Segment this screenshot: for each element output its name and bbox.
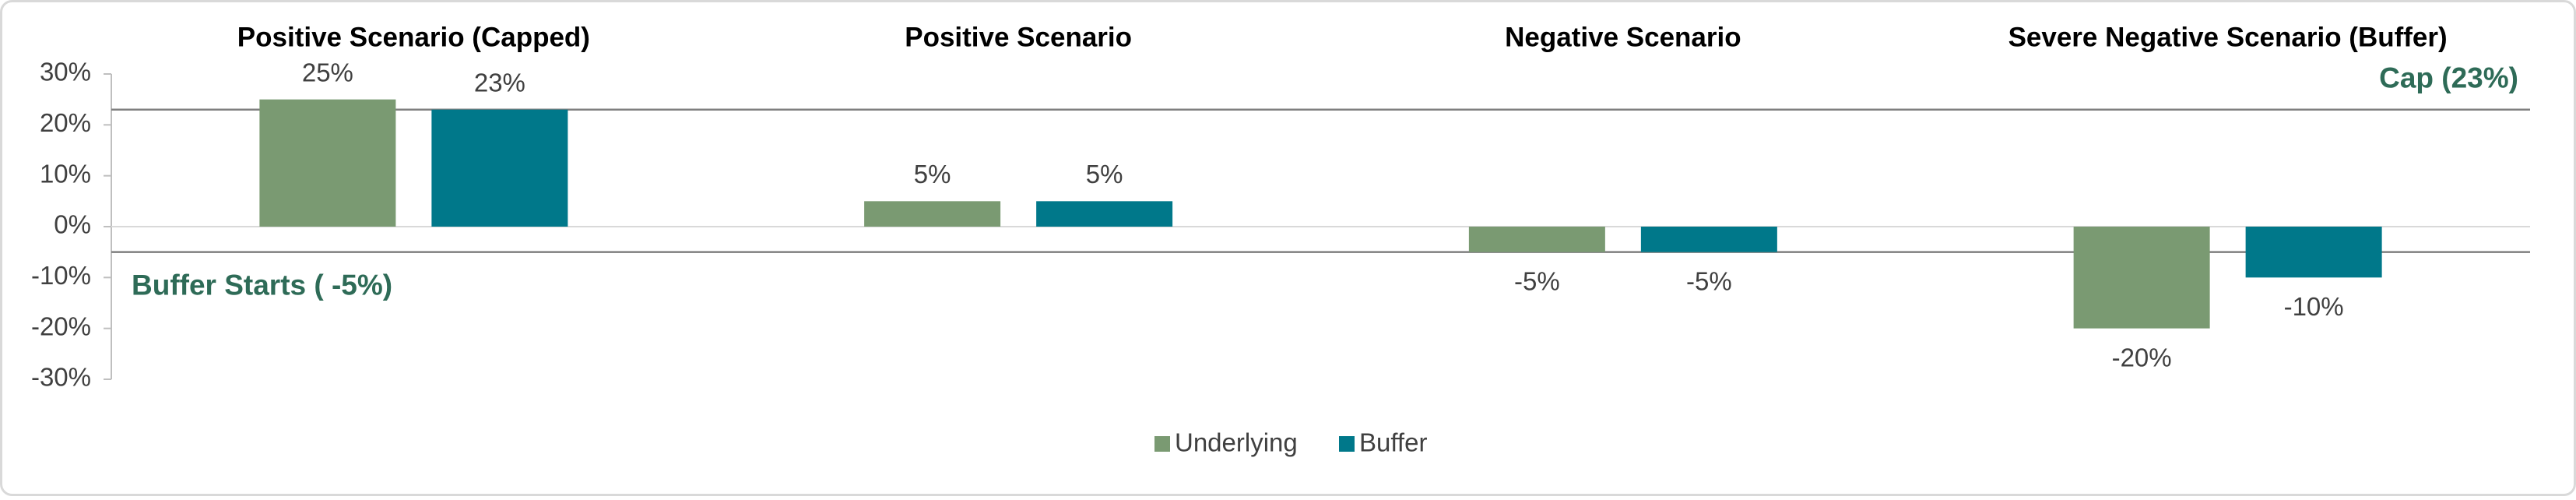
y-tick-label: -20% [31,312,91,340]
category-label: Positive Scenario (Capped) [237,22,590,52]
category-label: Negative Scenario [1505,22,1741,52]
category-label: Severe Negative Scenario (Buffer) [2008,22,2448,52]
y-tick-label: 10% [40,159,91,188]
category-label: Positive Scenario [905,22,1132,52]
bar [2245,227,2382,278]
value-label: 23% [474,68,525,97]
y-tick-label: 20% [40,108,91,137]
value-label: -20% [2112,343,2172,371]
legend-label: Buffer [1359,428,1427,457]
bar [1036,201,1173,227]
reference-label: Buffer Starts ( -5%) [132,269,392,301]
value-label: 5% [914,160,951,188]
legend-swatch [1339,436,1355,452]
legend-swatch [1154,436,1170,452]
y-tick-label: -30% [31,363,91,392]
y-tick-label: 30% [40,58,91,86]
bar [864,201,1001,227]
legend-label: Underlying [1175,428,1298,457]
reference-label: Cap (23%) [2379,62,2518,94]
bar [1640,227,1777,252]
value-label: 5% [1086,160,1123,188]
bar [1468,227,1605,252]
value-label: -5% [1686,266,1732,295]
value-label: -5% [1514,266,1560,295]
bar [259,99,396,227]
bar [431,109,568,227]
value-label: 25% [302,58,353,86]
value-label: -10% [2284,292,2344,321]
y-tick-label: 0% [54,210,91,239]
y-tick-label: -10% [31,261,91,290]
bar [2073,227,2210,329]
